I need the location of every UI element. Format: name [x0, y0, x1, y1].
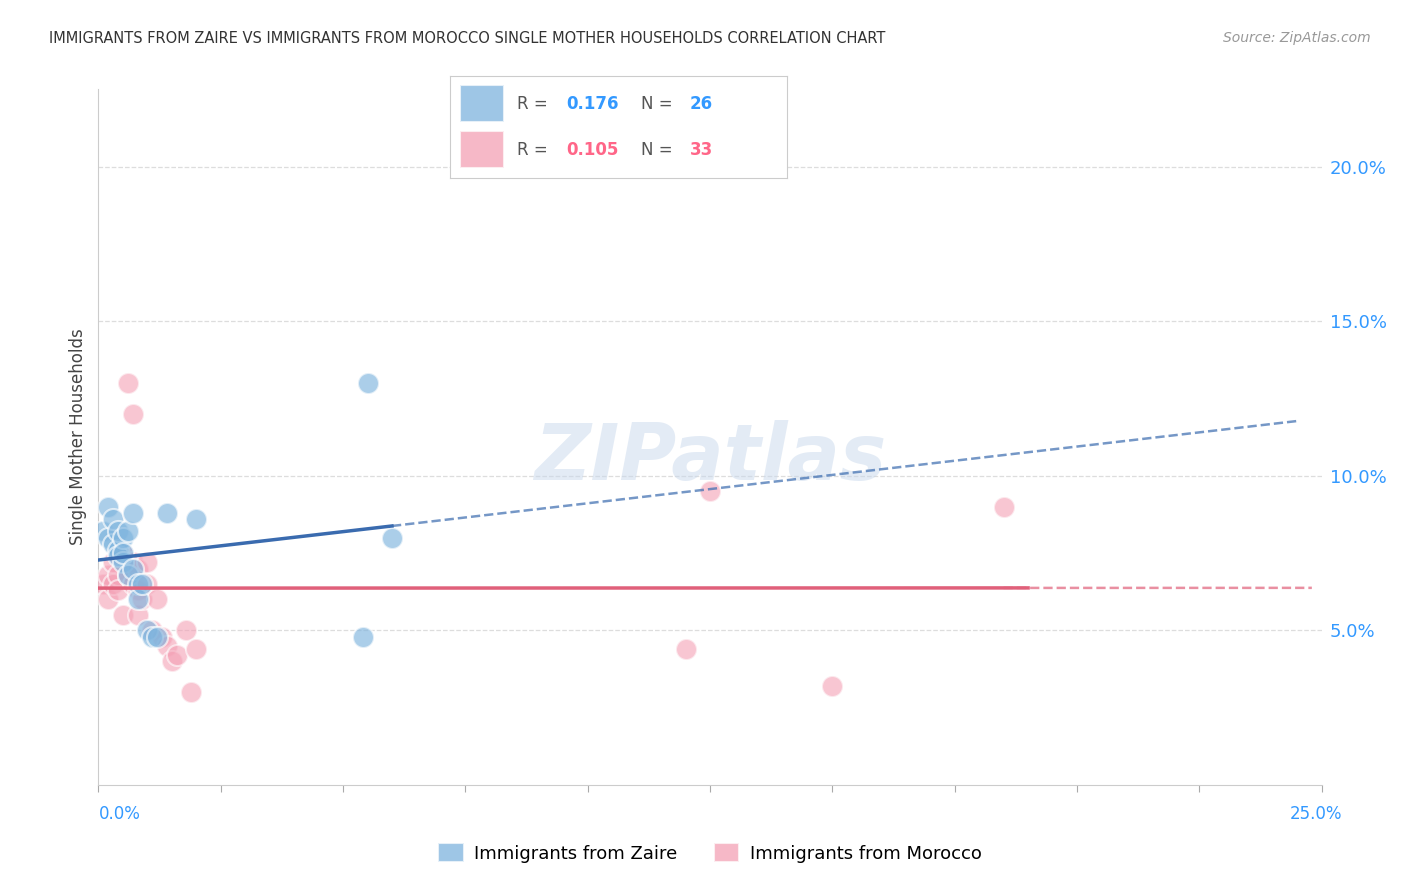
Point: [111, 555, 134, 569]
Bar: [460, 131, 503, 168]
Text: ZIPatlas: ZIPatlas: [534, 420, 886, 496]
Text: 33: 33: [689, 141, 713, 159]
Text: 0.176: 0.176: [567, 95, 619, 112]
Point: [117, 524, 139, 539]
Point: [381, 531, 404, 545]
Text: Source: ZipAtlas.com: Source: ZipAtlas.com: [1223, 31, 1371, 45]
Point: [150, 630, 173, 644]
Y-axis label: Single Mother Households: Single Mother Households: [69, 329, 87, 545]
Point: [136, 577, 159, 591]
Point: [101, 577, 124, 591]
Point: [141, 624, 163, 638]
Point: [107, 524, 129, 539]
Point: [675, 641, 697, 656]
Point: [146, 592, 169, 607]
Point: [121, 407, 143, 421]
Point: [117, 567, 139, 582]
Point: [111, 531, 134, 545]
Text: N =: N =: [641, 95, 678, 112]
Text: 25.0%: 25.0%: [1291, 805, 1343, 822]
Point: [186, 512, 208, 526]
Point: [180, 685, 202, 699]
Point: [127, 592, 149, 607]
Point: [127, 583, 149, 598]
Point: [107, 549, 129, 563]
Point: [136, 624, 159, 638]
Legend: Immigrants from Zaire, Immigrants from Morocco: Immigrants from Zaire, Immigrants from M…: [432, 836, 988, 870]
Point: [176, 624, 198, 638]
Text: R =: R =: [517, 141, 554, 159]
Point: [821, 679, 844, 693]
Point: [107, 583, 129, 598]
Point: [121, 577, 143, 591]
Point: [186, 641, 208, 656]
Point: [107, 567, 129, 582]
Point: [111, 546, 134, 560]
Point: [131, 592, 153, 607]
Point: [91, 524, 114, 539]
Point: [146, 630, 169, 644]
Point: [121, 555, 143, 569]
Point: [121, 506, 143, 520]
Point: [993, 500, 1015, 514]
Text: R =: R =: [517, 95, 554, 112]
Point: [156, 506, 179, 520]
Point: [101, 555, 124, 569]
Bar: [460, 85, 503, 122]
Point: [101, 537, 124, 551]
Point: [97, 592, 120, 607]
Point: [117, 376, 139, 390]
Point: [127, 561, 149, 575]
Point: [127, 607, 149, 622]
Point: [699, 484, 721, 499]
Point: [141, 630, 163, 644]
Point: [121, 561, 143, 575]
Point: [107, 543, 129, 558]
Point: [117, 567, 139, 582]
Text: 0.105: 0.105: [567, 141, 619, 159]
Point: [131, 577, 153, 591]
Text: 26: 26: [689, 95, 713, 112]
Text: N =: N =: [641, 141, 678, 159]
Point: [101, 512, 124, 526]
Point: [97, 500, 120, 514]
Point: [111, 607, 134, 622]
Point: [111, 546, 134, 560]
Point: [91, 577, 114, 591]
Point: [352, 630, 374, 644]
Point: [97, 531, 120, 545]
Point: [156, 639, 179, 653]
Point: [127, 577, 149, 591]
Text: IMMIGRANTS FROM ZAIRE VS IMMIGRANTS FROM MOROCCO SINGLE MOTHER HOUSEHOLDS CORREL: IMMIGRANTS FROM ZAIRE VS IMMIGRANTS FROM…: [49, 31, 886, 46]
Text: 0.0%: 0.0%: [98, 805, 141, 822]
Point: [97, 567, 120, 582]
Point: [356, 376, 378, 390]
Point: [136, 555, 159, 569]
Point: [166, 648, 188, 662]
Point: [160, 654, 183, 668]
